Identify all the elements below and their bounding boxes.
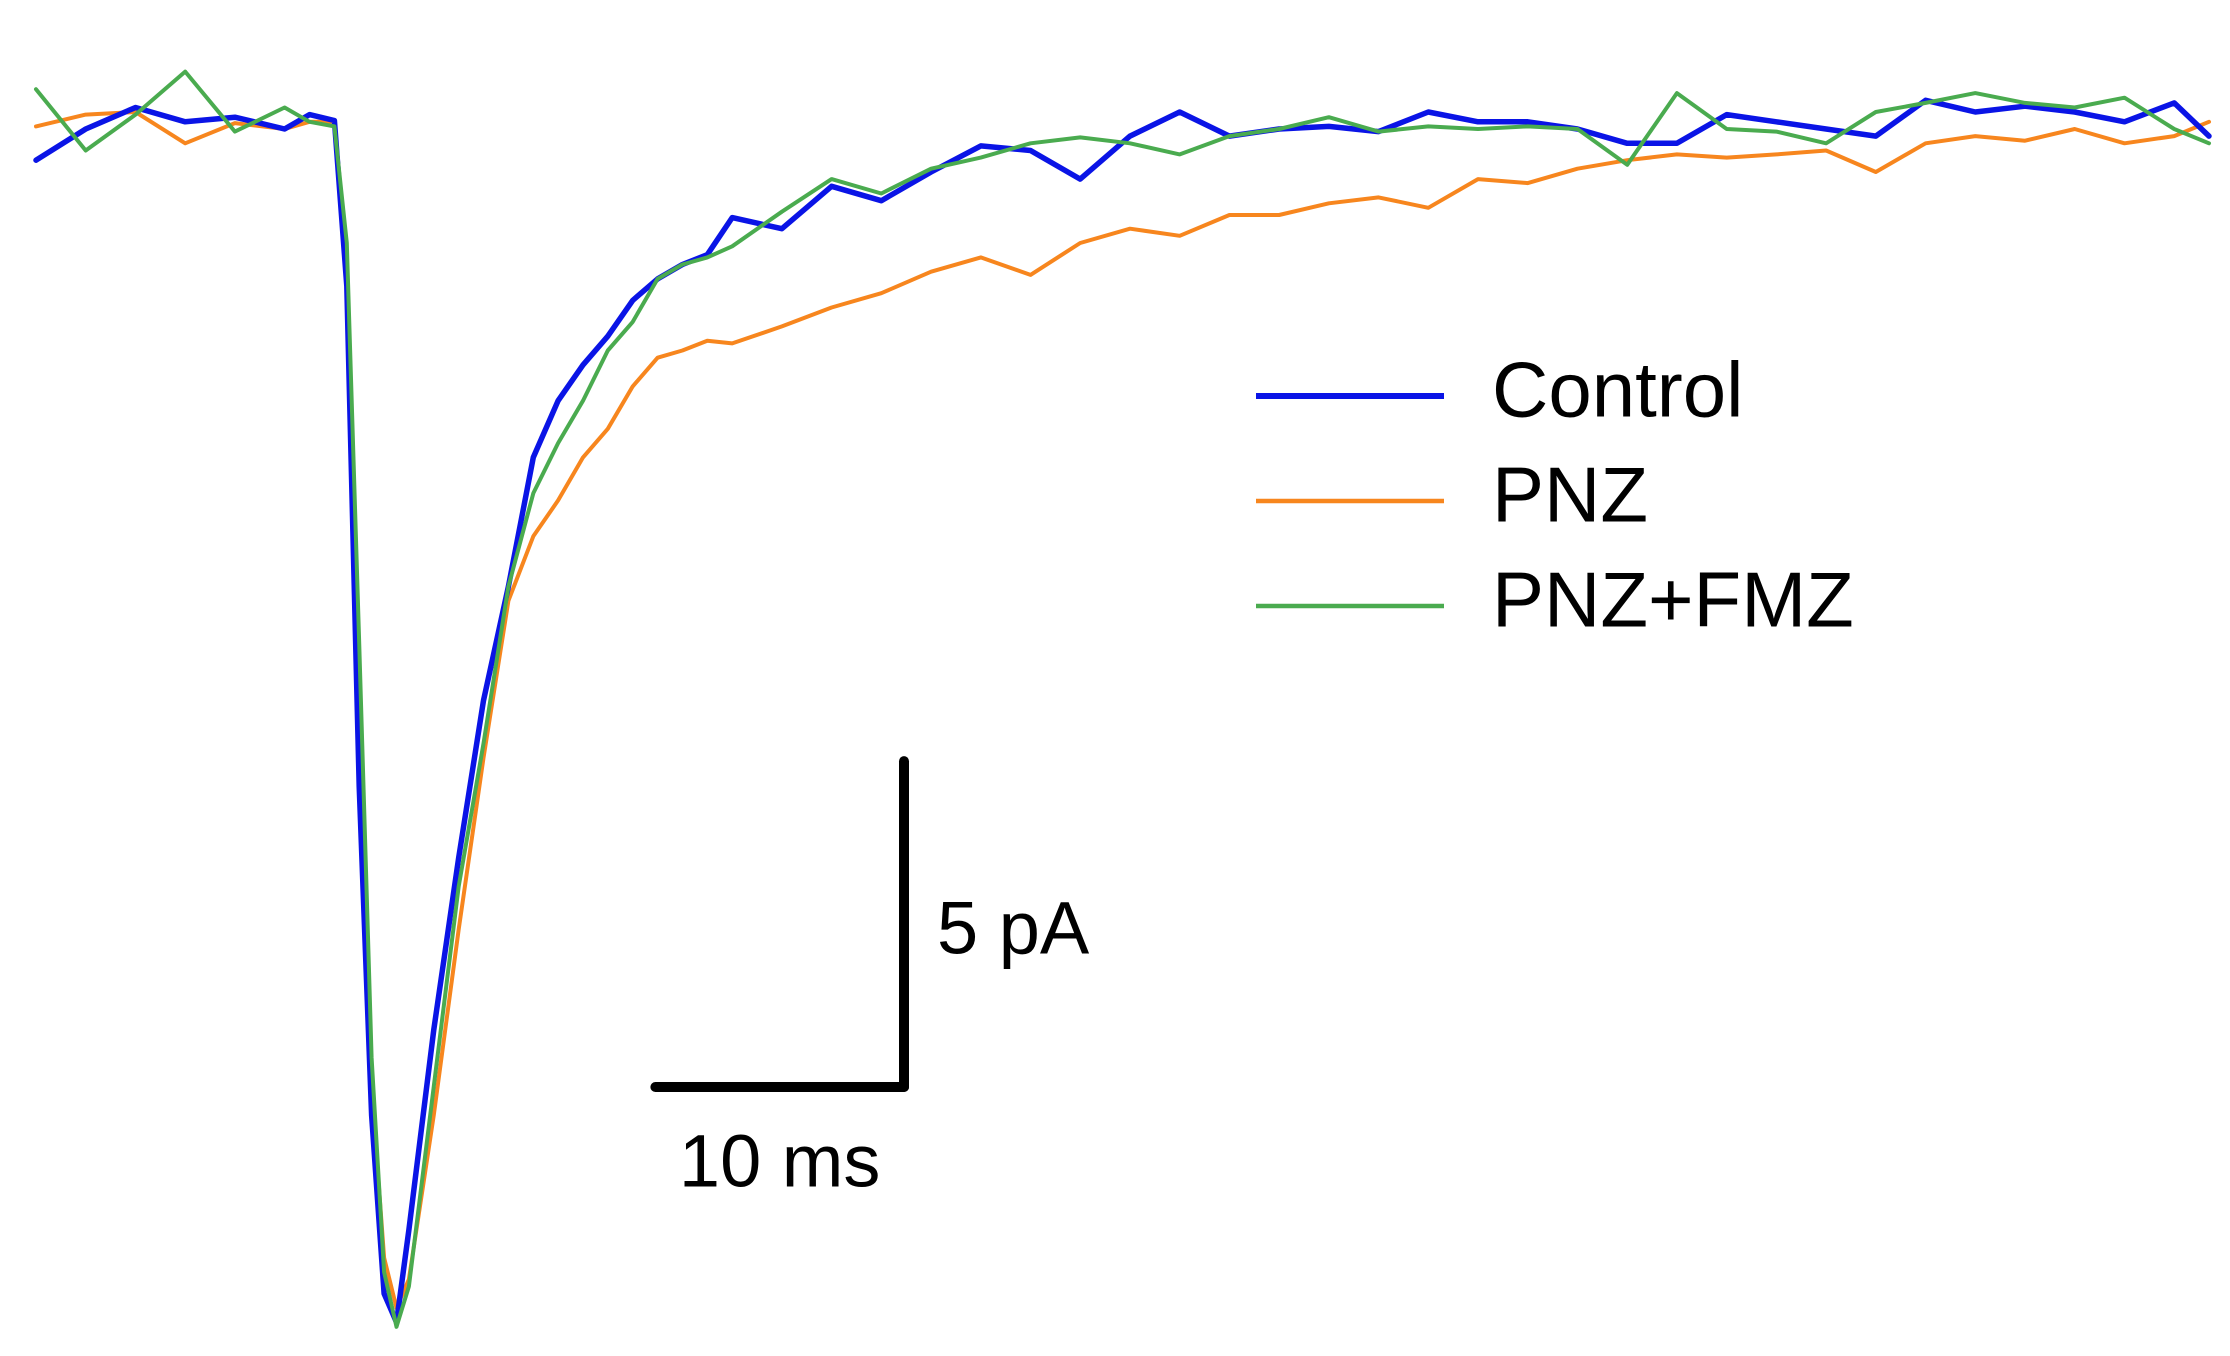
legend-label: PNZ — [1492, 451, 1648, 539]
trace-line — [34, 69, 2211, 1329]
scale-label-x: 10 ms — [679, 1120, 881, 1203]
trace-line — [33, 97, 2212, 1326]
legend-label: Control — [1492, 346, 1743, 434]
scale-label-y: 5 pA — [937, 887, 1090, 970]
legend-label: PNZ+FMZ — [1492, 556, 1854, 644]
